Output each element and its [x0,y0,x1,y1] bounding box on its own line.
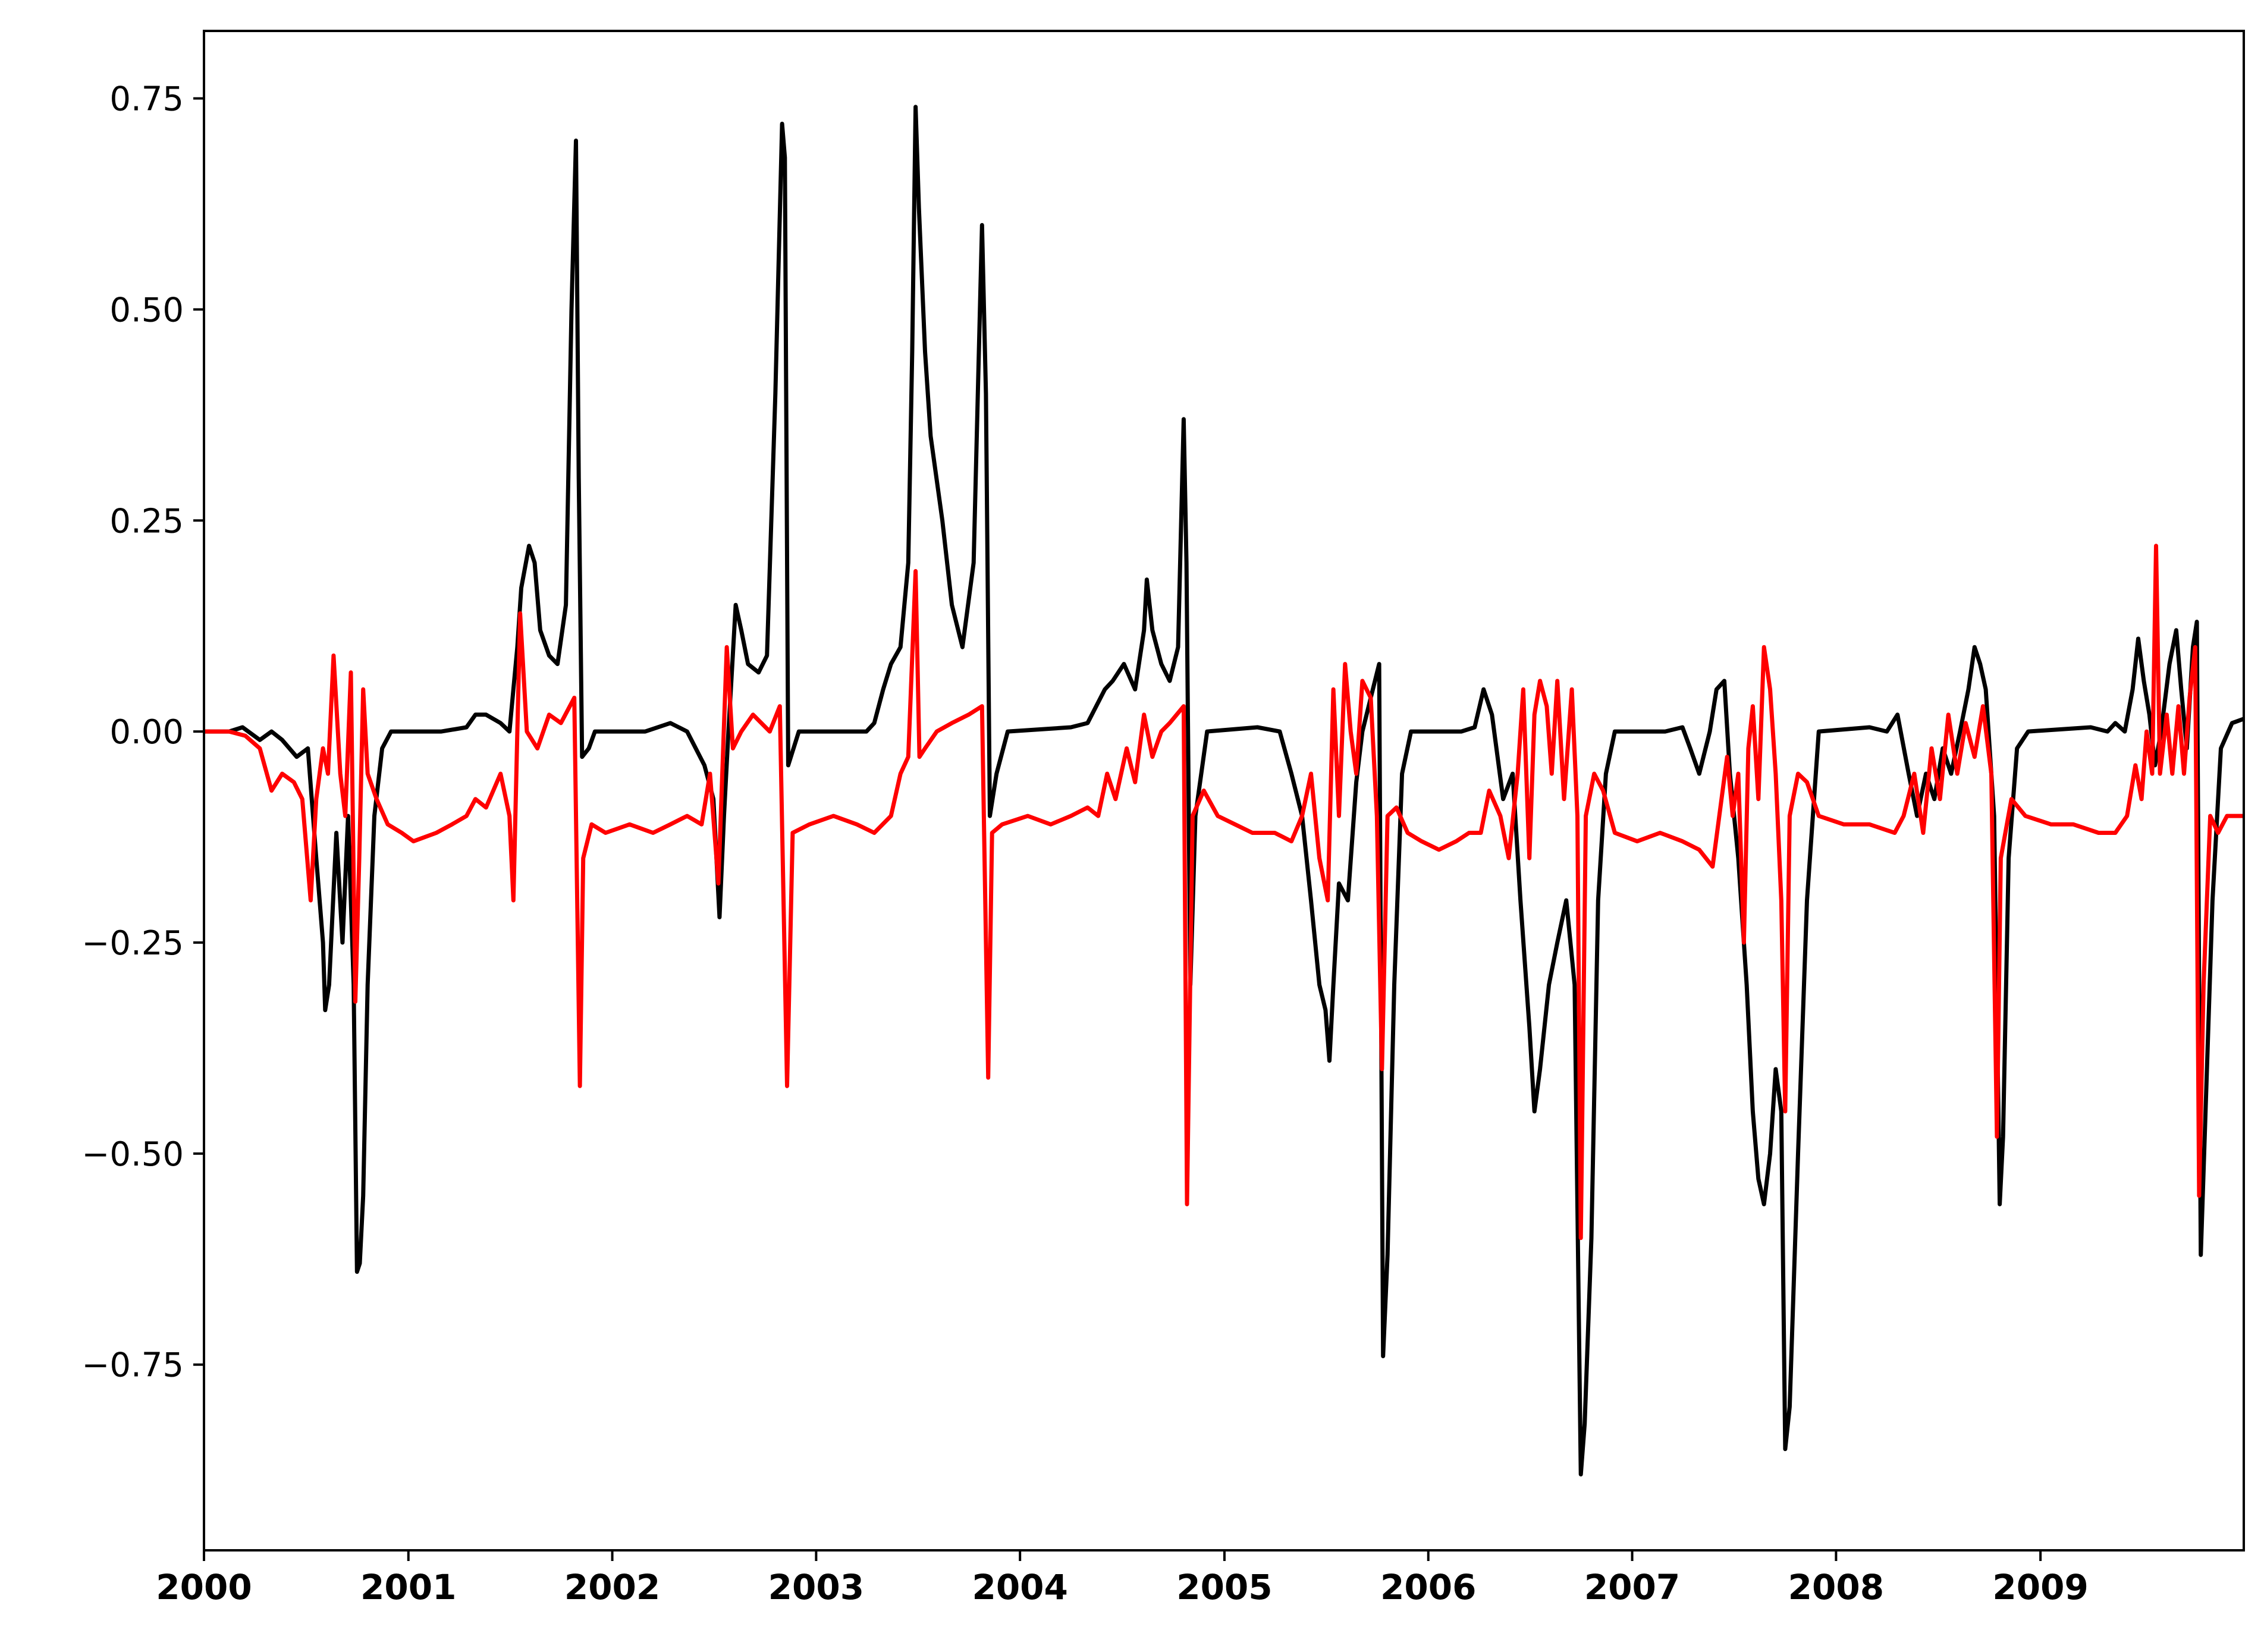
y-tick-label: 0.75 [109,80,184,119]
x-tick-label: 2008 [1788,1567,1884,1607]
y-axis: 0.75 0.50 0.25 0.00 −0.25 −0.50 −0.75 [81,80,204,1385]
x-tick-label: 2003 [768,1567,864,1607]
series-line-1 [204,105,2244,1477]
y-tick-label: −0.50 [81,1135,184,1174]
x-tick-label: 2007 [1584,1567,1680,1607]
x-tick-label: 2009 [1992,1567,2088,1607]
series-layer [204,105,2244,1477]
y-tick-label: 0.00 [109,713,184,752]
x-axis: 2000 2001 2002 2003 2004 2005 2006 2007 2008 2009 [156,1550,2089,1607]
x-tick-label: 2006 [1380,1567,1476,1607]
x-tick-label: 2000 [156,1567,252,1607]
series-line-2 [204,544,2244,1240]
y-tick-label: 0.25 [109,502,184,541]
x-tick-label: 2002 [564,1567,660,1607]
x-tick-label: 2004 [972,1567,1067,1607]
x-tick-label: 2005 [1176,1567,1272,1607]
y-tick-label: 0.50 [109,291,184,329]
x-tick-label: 2001 [360,1567,456,1607]
y-tick-label: −0.25 [81,924,184,963]
y-tick-label: −0.75 [81,1346,184,1385]
